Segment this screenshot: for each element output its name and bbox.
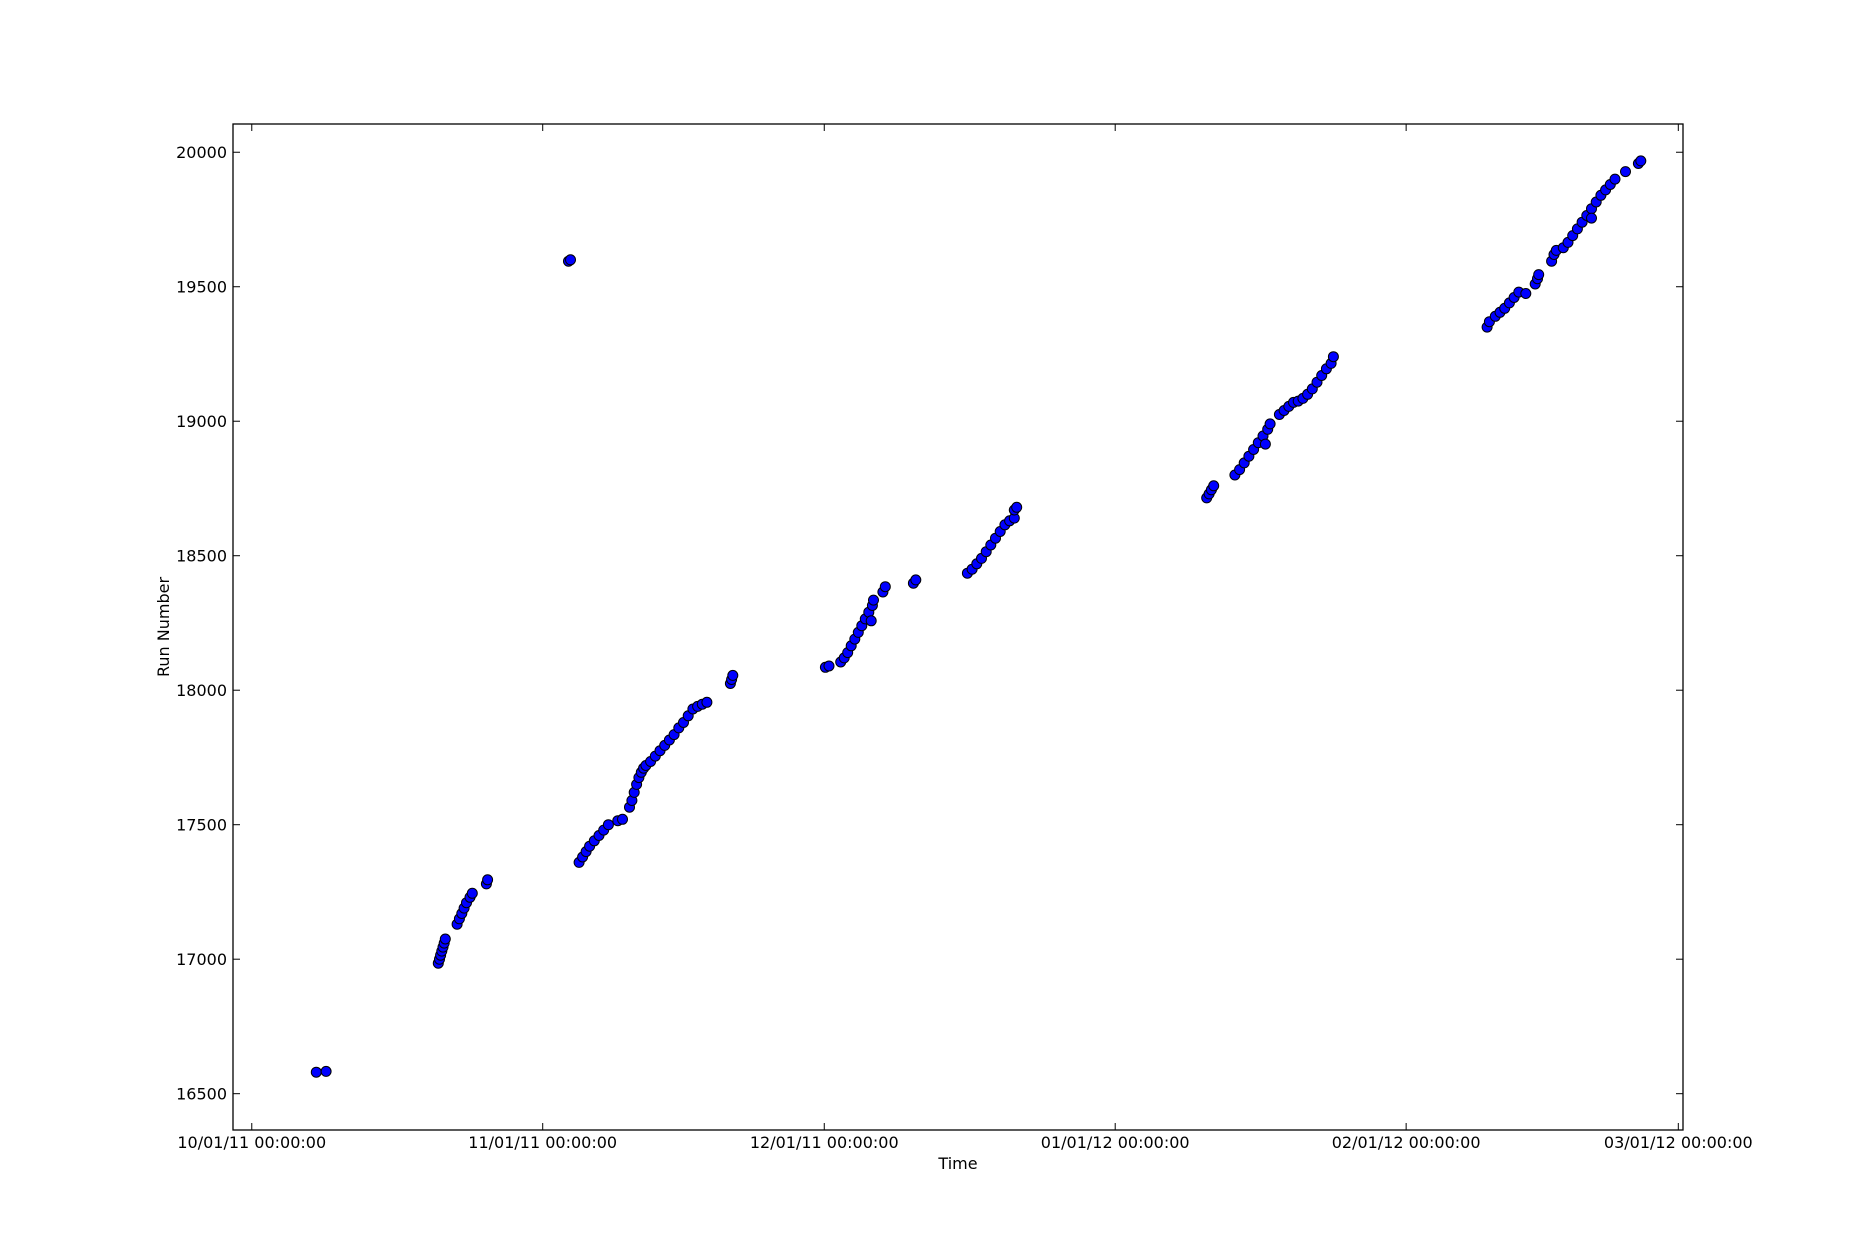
y-axis-label: Run Number <box>154 577 173 677</box>
data-point <box>1259 438 1271 450</box>
y-tick-label: 18000 <box>176 681 227 700</box>
data-point <box>1586 212 1597 224</box>
data-point <box>1208 480 1220 492</box>
data-point <box>482 874 494 886</box>
data-point <box>1620 166 1631 178</box>
data-point <box>602 819 614 831</box>
data-point <box>1264 418 1276 430</box>
y-tick-label: 17000 <box>176 950 227 969</box>
data-point <box>701 696 713 708</box>
data-point <box>466 887 478 899</box>
data-point <box>1011 501 1023 513</box>
data-point <box>565 254 576 266</box>
y-tick-label: 20000 <box>176 143 227 162</box>
data-point <box>727 669 739 681</box>
data-point <box>910 574 922 586</box>
y-tick-label: 16500 <box>176 1085 227 1104</box>
x-tick-label: 10/01/11 00:00:00 <box>177 1133 326 1152</box>
y-tick-label: 18500 <box>176 547 227 566</box>
data-point <box>1327 351 1339 363</box>
data-point <box>868 594 879 606</box>
data-point <box>320 1065 332 1077</box>
data-point <box>1533 269 1545 281</box>
data-point <box>823 660 835 672</box>
x-axis-label: Time <box>937 1154 977 1173</box>
ticks-layer: 10/01/11 00:00:00 11/01/11 00:00:00 12/01/… <box>176 124 1753 1152</box>
data-point <box>879 581 891 593</box>
data-point <box>1520 288 1532 299</box>
x-tick-label: 01/01/12 00:00:00 <box>1041 1133 1190 1152</box>
data-point <box>439 933 451 945</box>
y-tick-label: 17500 <box>176 816 227 835</box>
points-layer <box>310 155 1647 1078</box>
x-tick-label: 03/01/12 00:00:00 <box>1604 1133 1753 1152</box>
x-tick-label: 11/01/11 00:00:00 <box>468 1133 617 1152</box>
data-point <box>865 615 877 627</box>
data-point <box>1609 173 1621 185</box>
x-tick-label: 02/01/12 00:00:00 <box>1332 1133 1481 1152</box>
data-point <box>310 1066 322 1078</box>
data-point <box>1635 155 1647 167</box>
plot-frame <box>232 123 1684 1131</box>
data-point <box>617 813 628 825</box>
y-tick-label: 19000 <box>176 412 227 431</box>
y-tick-label: 19500 <box>176 278 227 297</box>
x-tick-label: 12/01/11 00:00:00 <box>750 1133 899 1152</box>
